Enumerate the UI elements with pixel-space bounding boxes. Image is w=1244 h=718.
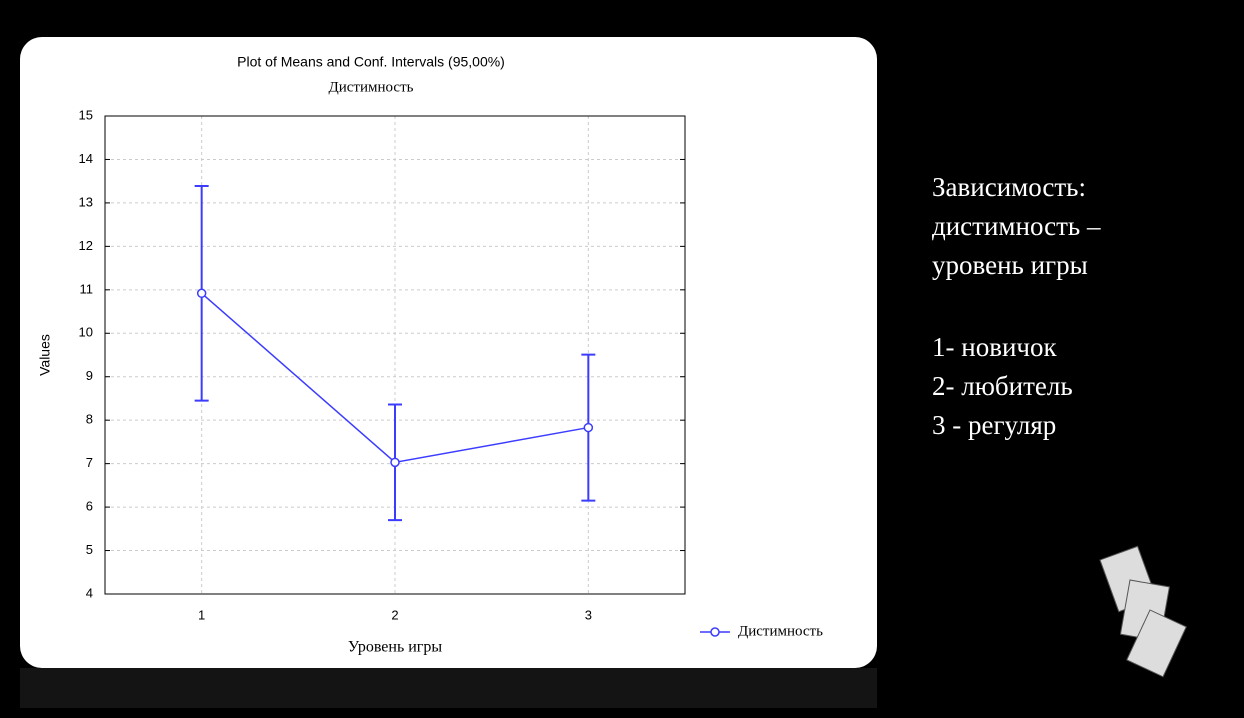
chart-subtitle: Дистимность [329,79,414,95]
reflection [20,668,877,708]
y-tick-label: 8 [86,412,93,427]
mean-point [391,458,399,466]
level-item: 2- любитель [932,371,1073,401]
heading-line: дистимность – [932,211,1101,241]
y-tick-label: 7 [86,455,93,470]
y-tick-label: 11 [80,281,94,296]
y-tick-label: 9 [86,368,93,383]
y-axis-label: Values [37,334,53,376]
level-item: 1- новичок [932,332,1057,362]
heading-line: уровень игры [932,250,1088,280]
chart-title: Plot of Means and Conf. Intervals (95,00… [237,54,505,70]
x-tick-label: 3 [585,607,592,622]
level-item: 3 - регуляр [932,410,1056,440]
chart-panel [20,37,877,668]
y-tick-label: 5 [86,542,93,557]
x-tick-label: 2 [391,607,398,622]
legend-marker [711,628,719,636]
mean-point [584,424,592,432]
heading-line: Зависимость: [932,172,1086,202]
x-tick-label: 1 [198,607,205,622]
y-tick-label: 10 [79,325,93,340]
x-axis-label: Уровень игры [348,639,442,656]
y-tick-label: 12 [79,238,93,253]
page: Plot of Means and Conf. Intervals (95,00… [0,0,1244,713]
slide: Plot of Means and Conf. Intervals (95,00… [0,0,1244,713]
legend-label: Дистимность [738,623,823,639]
y-tick-label: 13 [79,194,93,209]
mean-point [198,289,206,297]
y-tick-label: 6 [86,499,93,514]
y-tick-label: 4 [86,585,93,600]
y-tick-label: 15 [79,107,93,122]
y-tick-label: 14 [79,151,93,166]
